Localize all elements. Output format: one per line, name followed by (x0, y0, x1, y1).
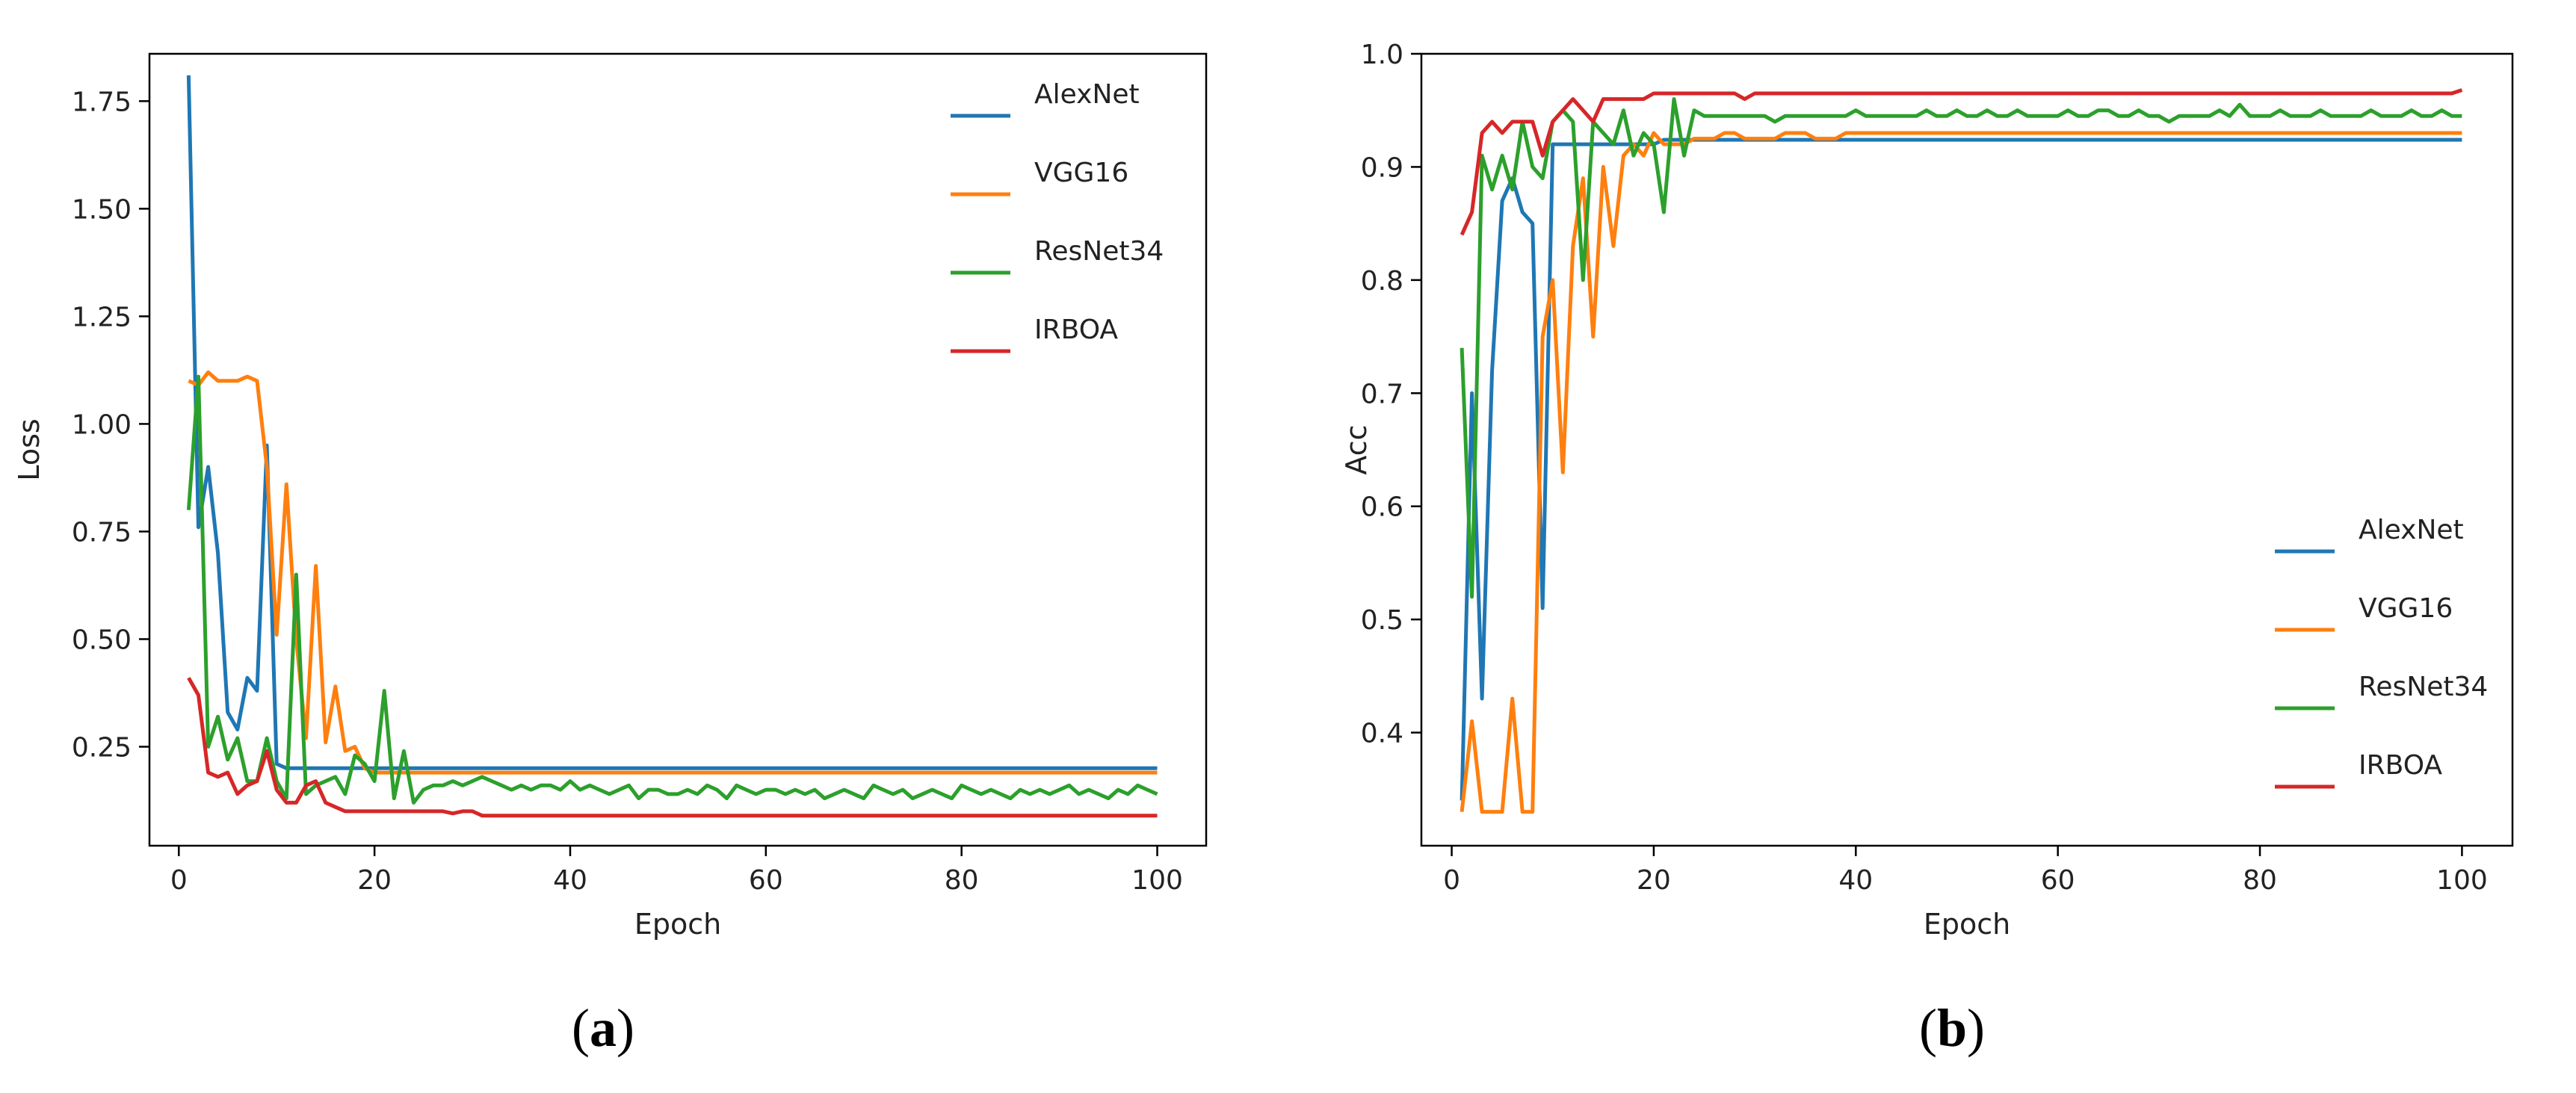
chart-a-y-tick-label: 1.50 (72, 194, 132, 225)
chart-b-x-tick-label: 20 (1637, 865, 1671, 896)
chart-b-y-tick-label: 0.4 (1361, 719, 1403, 749)
panel-label-a: (a) (572, 997, 634, 1059)
chart-a-y-tick-label: 0.75 (72, 517, 132, 548)
chart-a-legend-label-resnet34: ResNet34 (1034, 236, 1164, 267)
chart-b-y-tick-label: 0.8 (1361, 266, 1403, 297)
chart-b-series-line-irboa (1460, 88, 2463, 236)
chart-b-x-tick-label: 40 (1838, 865, 1873, 896)
chart-a-y-tick-label: 1.25 (72, 302, 132, 332)
chart-a-y-tick-label: 0.25 (72, 733, 132, 764)
panel-label-b-close: ) (1967, 998, 1986, 1058)
chart-a-series-line-alexnet (186, 75, 1158, 770)
chart-b-y-tick-label: 0.9 (1361, 152, 1403, 183)
chart-b-legend-label-resnet34: ResNet34 (2359, 672, 2488, 702)
chart-a-y-tick-label: 1.75 (72, 87, 132, 117)
chart-b-plot-frame (1420, 52, 2514, 847)
panel-label-b: (b) (1919, 997, 1985, 1059)
chart-b-series-line-alexnet (1460, 137, 2462, 801)
chart-b-y-tick-label: 0.5 (1361, 605, 1403, 636)
chart-b-x-tick-label: 80 (2243, 865, 2277, 896)
chart-a-y-tick-label: 0.50 (72, 625, 132, 655)
chart-a-x-tick-label: 100 (1131, 865, 1183, 896)
chart-a-x-tick-label: 20 (357, 865, 392, 896)
chart-a-x-tick-label: 80 (945, 865, 979, 896)
panel-label-a-letter: a (590, 998, 617, 1058)
panel-label-b-letter: b (1936, 998, 1968, 1058)
chart-a-y-tick-label: 1.00 (72, 409, 132, 440)
chart-a-legend-label-irboa: IRBOA (1034, 315, 1118, 345)
chart-b-y-tick-label: 0.6 (1361, 492, 1403, 523)
chart-b-series-line-resnet34 (1460, 97, 2462, 599)
chart-a-loss: 0 20 40 60 80 100 0.25 0.50 0.75 1.00 1.25 1.50 1.75… (13, 52, 1208, 941)
chart-a-legend-label-vgg16: VGG16 (1034, 158, 1128, 188)
chart-a-plot-frame (148, 52, 1208, 847)
chart-b-legend-label-alexnet: AlexNet (2359, 515, 2464, 545)
chart-a-x-tick-label: 60 (749, 865, 783, 896)
chart-b-legend-label-vgg16: VGG16 (2359, 593, 2453, 624)
chart-a-y-axis-label: Loss (13, 418, 46, 480)
chart-a-series-line-resnet34 (186, 374, 1158, 805)
chart-b-x-axis-label: Epoch (1924, 908, 2010, 941)
chart-b-y-axis-label: Acc (1340, 424, 1373, 474)
chart-b-x-tick-label: 100 (2436, 865, 2488, 896)
panel-label-a-open: ( (572, 998, 590, 1058)
panel-label-a-close: ) (617, 998, 634, 1058)
chart-a-legend-label-alexnet: AlexNet (1034, 79, 1140, 110)
chart-a-x-tick-label: 40 (553, 865, 587, 896)
chart-b-y-tick-label: 1.0 (1361, 40, 1403, 70)
chart-b-x-tick-label: 60 (2041, 865, 2075, 896)
chart-a-x-axis-label: Epoch (634, 908, 721, 941)
chart-a-series-line-vgg16 (188, 370, 1158, 775)
panel-label-b-open: ( (1918, 998, 1937, 1058)
chart-b-legend-label-irboa: IRBOA (2359, 750, 2442, 781)
chart-b-accuracy: 0 20 40 60 80 100 0.4 0.5 0.6 0.7 0.8 0.9 1.0 Epoch Ac… (1340, 40, 2514, 941)
chart-b-series-line-vgg16 (1460, 131, 2462, 814)
chart-a-x-tick-label: 0 (170, 865, 188, 896)
chart-b-y-tick-label: 0.7 (1361, 379, 1403, 409)
chart-a-series-line-irboa (187, 677, 1158, 818)
chart-b-x-tick-label: 0 (1443, 865, 1460, 896)
